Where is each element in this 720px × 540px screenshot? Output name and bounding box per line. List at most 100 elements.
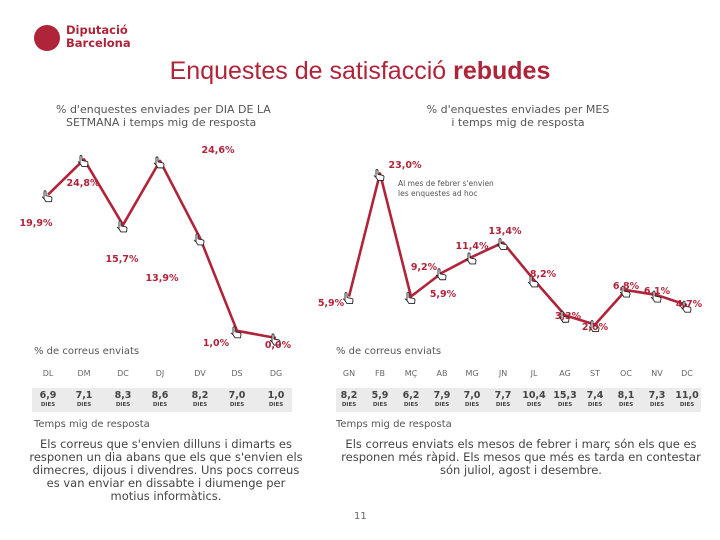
left-time-value: 1,0 bbox=[267, 390, 285, 401]
left-point-cursor-icon bbox=[77, 154, 89, 167]
right-category-label: ST bbox=[590, 369, 600, 378]
right-point-cursor-icon bbox=[588, 320, 600, 333]
right-point-cursor-icon bbox=[680, 300, 692, 313]
right-category-label: JL bbox=[530, 369, 538, 378]
february-note: Al mes de febrer s'envien les enquestes … bbox=[398, 179, 494, 198]
left-time-value: 7,1 bbox=[75, 390, 93, 401]
right-point-cursor-icon bbox=[342, 292, 354, 304]
right-subtitle-line-1: % d'enquestes enviades per MES bbox=[426, 103, 610, 116]
right-point-label: 6,8% bbox=[613, 281, 640, 292]
left-series-line bbox=[47, 158, 277, 340]
left-point-label: 15,7% bbox=[106, 254, 139, 265]
right-time-unit: DIES bbox=[403, 402, 419, 408]
left-point-cursor-icon bbox=[41, 190, 53, 203]
logo: Diputació Barcelona bbox=[34, 24, 144, 54]
right-category-label: DC bbox=[681, 369, 693, 378]
right-time-value: 7,7 bbox=[494, 390, 512, 401]
right-description-line-2: responen més ràpid. Els mesos que més es… bbox=[341, 450, 701, 464]
right-time-unit: DIES bbox=[679, 402, 695, 408]
right-time-value: 15,3 bbox=[553, 390, 577, 401]
right-category-label: OC bbox=[620, 369, 632, 378]
right-point-label: 13,4% bbox=[489, 226, 522, 237]
left-category-label: DS bbox=[231, 369, 243, 378]
page-number: 11 bbox=[354, 511, 367, 522]
left-time-label: Temps mig de resposta bbox=[34, 419, 150, 430]
left-point-label: 24,8% bbox=[67, 178, 100, 189]
right-category-label: GN bbox=[342, 369, 356, 378]
left-point-label: 1,0% bbox=[203, 338, 230, 349]
left-time-unit: DIES bbox=[76, 402, 92, 408]
right-time-strip bbox=[335, 388, 701, 412]
right-time-value: 7,4 bbox=[586, 390, 604, 401]
left-point-cursor-icon bbox=[116, 220, 128, 233]
right-time-value: 7,3 bbox=[648, 390, 666, 401]
right-time-label: Temps mig de resposta bbox=[336, 419, 452, 430]
left-mail-label: % de correus enviats bbox=[34, 346, 140, 357]
left-time-unit: DIES bbox=[268, 402, 284, 408]
left-description: Els correus que s'envien dilluns i dimar… bbox=[28, 438, 304, 503]
right-point-cursor-icon bbox=[558, 310, 570, 323]
february-note-line-2: les enquestes ad hoc bbox=[398, 188, 478, 198]
left-subtitle-line-2: SETMANA i temps mig de resposta bbox=[66, 116, 257, 129]
left-subtitle-line-1: % d'enquestes enviades per DIA DE LA bbox=[56, 103, 271, 116]
right-time-unit: DIES bbox=[649, 402, 665, 408]
right-point-label: 2,0% bbox=[582, 322, 609, 333]
left-time-value: 8,3 bbox=[114, 390, 132, 401]
right-description-line-1: Els correus enviats els mesos de febrer … bbox=[345, 437, 697, 451]
right-point-label: 6,1% bbox=[644, 286, 671, 297]
left-category-label: DC bbox=[117, 369, 129, 378]
right-time-value: 6,2 bbox=[402, 390, 420, 401]
right-time-value: 8,2 bbox=[340, 390, 358, 401]
right-time-value: 7,0 bbox=[463, 390, 481, 401]
right-time-value: 11,0 bbox=[675, 390, 699, 401]
right-category-label: JN bbox=[498, 369, 508, 378]
right-point-label: 23,0% bbox=[389, 160, 422, 171]
left-point-label: 19,9% bbox=[20, 218, 53, 229]
right-time-value: 8,1 bbox=[617, 390, 635, 401]
right-category-label: NV bbox=[651, 369, 663, 378]
left-time-value: 6,9 bbox=[39, 390, 57, 401]
right-time-unit: DIES bbox=[526, 402, 542, 408]
left-point-cursor-icon bbox=[193, 233, 205, 246]
page-title-regular: Enquestes de satisfacció bbox=[169, 57, 454, 85]
left-description-line-5: motius informàtics. bbox=[110, 489, 222, 503]
right-category-label: AB bbox=[436, 369, 448, 378]
right-point-label: 11,4% bbox=[456, 241, 489, 252]
left-point-label: 0,0% bbox=[265, 340, 292, 351]
left-time-value: 8,6 bbox=[151, 390, 169, 401]
right-point-label: 8,2% bbox=[530, 269, 557, 280]
right-category-label: FB bbox=[374, 369, 386, 378]
left-time-unit: DIES bbox=[192, 402, 208, 408]
right-time-unit: DIES bbox=[618, 402, 634, 408]
left-time-unit: DIES bbox=[152, 402, 168, 408]
right-point-cursor-icon bbox=[527, 275, 539, 288]
left-category-label: DM bbox=[77, 369, 91, 378]
left-description-line-4: es van enviar en dissabte i diumenge per bbox=[46, 476, 286, 490]
right-point-label: 3,3% bbox=[555, 311, 582, 322]
left-description-line-1: Els correus que s'envien dilluns i dimar… bbox=[40, 437, 292, 451]
right-subtitle: % d'enquestes enviades per MES i temps m… bbox=[420, 103, 616, 129]
left-description-line-2: responen un dia abans que els que s'envi… bbox=[29, 450, 303, 464]
right-time-unit: DIES bbox=[557, 402, 573, 408]
right-point-cursor-icon bbox=[619, 285, 631, 298]
right-category-label: AG bbox=[559, 369, 571, 378]
left-subtitle: % d'enquestes enviades per DIA DE LA SET… bbox=[56, 103, 271, 129]
right-time-unit: DIES bbox=[372, 402, 388, 408]
left-time-unit: DIES bbox=[115, 402, 131, 408]
left-category-label: DG bbox=[269, 369, 283, 378]
right-time-value: 7,9 bbox=[433, 390, 451, 401]
right-mail-label: % de correus enviats bbox=[336, 346, 442, 357]
right-time-unit: DIES bbox=[495, 402, 511, 408]
right-description-line-3: són juliol, agost i desembre. bbox=[440, 463, 602, 477]
right-category-label: MÇ bbox=[404, 369, 418, 378]
page-title: Enquestes de satisfacció rebudes bbox=[0, 57, 720, 86]
left-description-line-3: dimecres, dijous i divendres. Uns pocs c… bbox=[32, 463, 300, 477]
logo-emblem-icon bbox=[34, 25, 60, 51]
left-time-value: 8,2 bbox=[191, 390, 209, 401]
left-time-strip bbox=[32, 388, 292, 412]
right-time-unit: DIES bbox=[587, 402, 603, 408]
left-category-label: DL bbox=[42, 369, 54, 378]
right-point-label: 9,2% bbox=[411, 262, 438, 273]
left-point-cursor-icon bbox=[269, 333, 281, 346]
